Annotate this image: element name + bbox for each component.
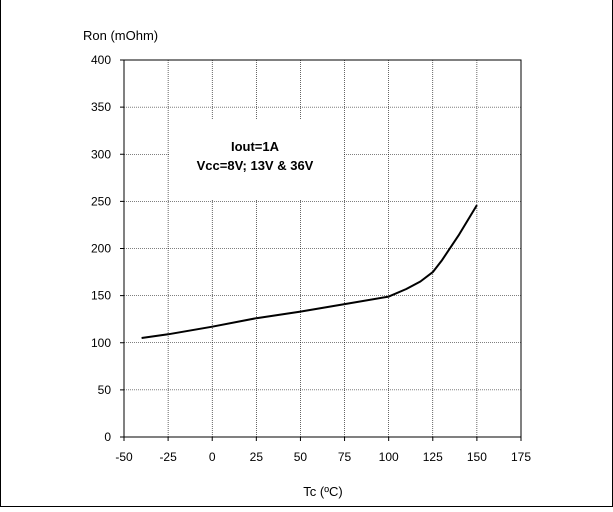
y-tick-label: 200 bbox=[91, 242, 111, 256]
x-tick-label: 0 bbox=[209, 450, 216, 464]
annotation-line-1: Iout=1A bbox=[231, 139, 280, 154]
y-tick-label: 400 bbox=[91, 53, 111, 67]
x-tick-label: 100 bbox=[379, 450, 399, 464]
y-tick-label: 250 bbox=[91, 194, 111, 208]
axis-ticks: -50 -25 0 25 50 75 100 125 150 175 0 50 100 150 200 250… bbox=[91, 53, 531, 464]
y-axis-label: Ron (mOhm) bbox=[83, 28, 158, 43]
y-tick-label: 50 bbox=[98, 383, 112, 397]
x-tick-label: -25 bbox=[159, 450, 177, 464]
x-tick-label: 50 bbox=[294, 450, 308, 464]
x-tick-label: 150 bbox=[467, 450, 487, 464]
x-tick-label: 25 bbox=[250, 450, 264, 464]
y-tick-label: 100 bbox=[91, 336, 111, 350]
y-tick-label: 150 bbox=[91, 289, 111, 303]
x-axis-label: Tc (ºC) bbox=[303, 484, 342, 499]
y-tick-label: 0 bbox=[104, 430, 111, 444]
x-tick-label: 75 bbox=[338, 450, 352, 464]
x-tick-label: 125 bbox=[423, 450, 443, 464]
series-layer bbox=[141, 204, 478, 339]
grid bbox=[124, 60, 521, 437]
series-line bbox=[141, 204, 478, 339]
annotation-box bbox=[169, 120, 344, 200]
annotation-line-2: Vcc=8V; 13V & 36V bbox=[197, 158, 314, 173]
x-tick-label: -50 bbox=[115, 450, 133, 464]
y-tick-label: 300 bbox=[91, 147, 111, 161]
x-tick-label: 175 bbox=[511, 450, 531, 464]
y-tick-label: 350 bbox=[91, 100, 111, 114]
